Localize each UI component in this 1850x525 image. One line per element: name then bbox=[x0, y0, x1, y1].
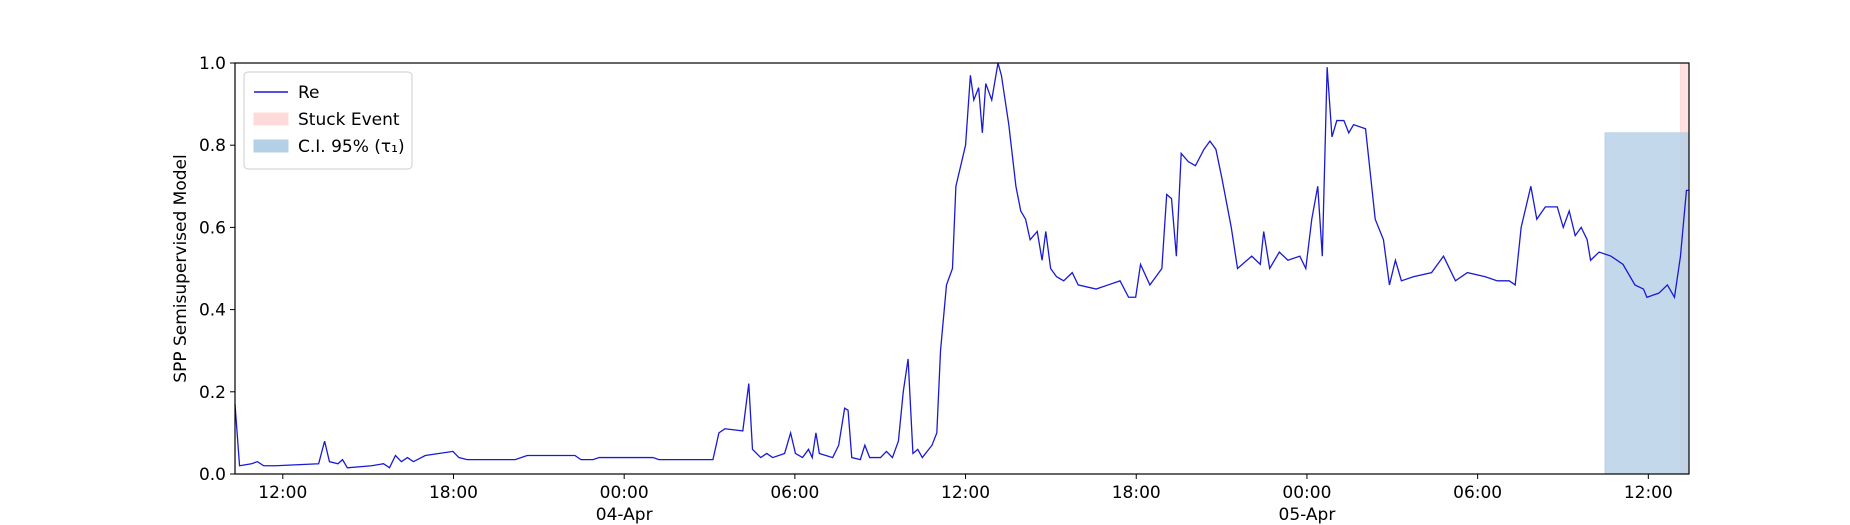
legend-label: C.I. 95% (τ₁) bbox=[298, 137, 405, 157]
legend-label: Stuck Event bbox=[298, 110, 400, 130]
plot-frame bbox=[234, 62, 1690, 475]
legend-swatch bbox=[253, 139, 289, 153]
x-tick-label: 06:00 bbox=[1453, 483, 1502, 503]
x-tick-label: 06:00 bbox=[770, 483, 819, 503]
x-tick-label: 12:00 bbox=[1624, 483, 1673, 503]
x-tick-label: 00:00 05-Apr bbox=[1279, 483, 1336, 525]
x-tick-label: 12:00 bbox=[941, 483, 990, 503]
legend-swatch bbox=[253, 112, 289, 126]
y-tick-label: 0.8 bbox=[199, 136, 226, 156]
series-line bbox=[234, 62, 1689, 469]
x-tick-label: 18:00 bbox=[429, 483, 478, 503]
y-tick-label: 0.2 bbox=[199, 383, 226, 403]
y-tick-label: 0.6 bbox=[199, 218, 226, 238]
y-tick-label: 0.0 bbox=[199, 465, 226, 485]
x-tick-label: 12:00 bbox=[258, 483, 307, 503]
legend-label: Re bbox=[298, 83, 320, 103]
y-tick-label: 0.4 bbox=[199, 301, 226, 321]
x-tick-label: 18:00 bbox=[1112, 483, 1161, 503]
span bbox=[1604, 132, 1690, 475]
y-axis-label: SPP Semisupervised Model bbox=[171, 154, 191, 382]
y-tick-label: 1.0 bbox=[199, 54, 226, 74]
